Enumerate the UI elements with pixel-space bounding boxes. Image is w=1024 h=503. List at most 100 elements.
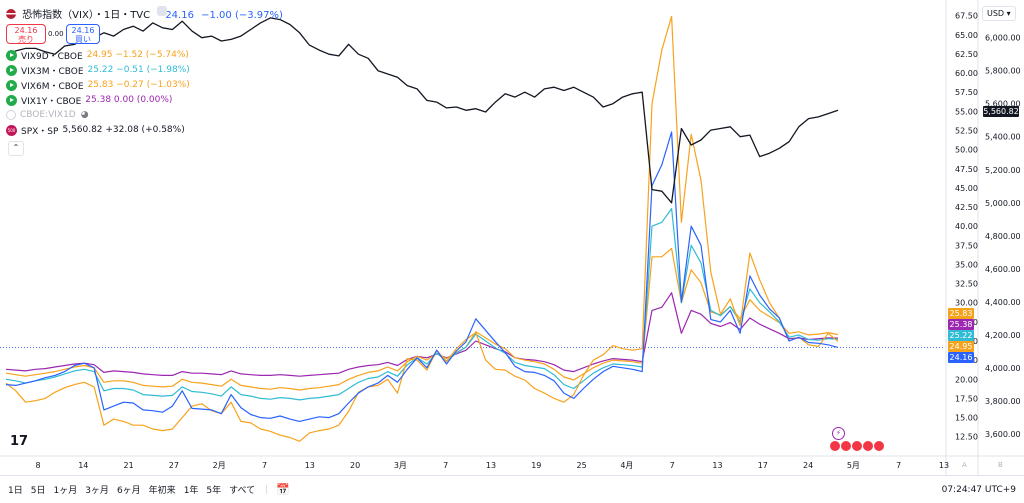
right-axis-tick: 47.50 xyxy=(955,165,978,174)
x-axis-tick: 19 xyxy=(531,461,541,470)
right-axis-tick: 52.50 xyxy=(955,126,978,135)
series-line-spx xyxy=(5,17,839,204)
legend-label: VIX1Y・CBOE xyxy=(21,96,82,107)
right-axis-tick: 40.00 xyxy=(955,222,978,231)
price-label-spx: 5,560.82 xyxy=(983,106,1019,117)
legend-value: 25.22 −0.51 (−1.98%) xyxy=(87,65,190,75)
chevron-up-icon[interactable]: ⌃ xyxy=(8,141,24,156)
x-axis-tick: 3月 xyxy=(394,461,407,470)
left-axis-tick: 5,800.00 xyxy=(985,67,1021,76)
currency-selector[interactable]: USD ▾ xyxy=(982,6,1016,21)
left-axis-tick: 3,600.00 xyxy=(985,430,1021,439)
right-axis-tick: 57.50 xyxy=(955,88,978,97)
right-axis-tick: 32.50 xyxy=(955,280,978,289)
buy-price: 24.16 xyxy=(71,26,95,35)
x-axis-tick: 14 xyxy=(78,461,88,470)
price-label-vix: 24.16 xyxy=(948,352,974,363)
range-all[interactable]: すべて xyxy=(229,486,256,496)
collapse-icon[interactable] xyxy=(157,6,167,16)
legend-item-vix1d[interactable]: CBOE:VIX1D ◕ xyxy=(6,108,89,122)
x-axis-tick: 13 xyxy=(939,461,949,470)
x-axis-tick: 5月 xyxy=(847,461,860,470)
left-axis-tick: 5,000.00 xyxy=(985,199,1021,208)
eye-off-icon[interactable]: ◕ xyxy=(80,110,89,120)
left-axis-tick: 5,200.00 xyxy=(985,166,1021,175)
buy-button[interactable]: 24.16 買い xyxy=(66,24,100,44)
buy-label: 買い xyxy=(75,35,91,44)
series-line-vix6m xyxy=(5,247,839,391)
right-axis-tick: 65.00 xyxy=(955,31,978,40)
range-5y[interactable]: 5年 xyxy=(206,486,222,496)
legend-label: VIX9D・CBOE xyxy=(21,51,83,62)
x-axis-tick: 2月 xyxy=(213,461,226,470)
range-1d[interactable]: 1日 xyxy=(8,486,23,496)
spread: 0.00 xyxy=(48,30,64,38)
left-axis-tick: 4,800.00 xyxy=(985,232,1021,241)
visibility-icon[interactable] xyxy=(6,79,17,91)
range-1y[interactable]: 1年 xyxy=(183,486,199,496)
symbol-title[interactable]: 恐怖指数（VIX）・1日・TVC xyxy=(22,10,151,21)
legend-value: 25.83 −0.27 (−1.03%) xyxy=(87,80,190,90)
auto-scale-button[interactable]: A xyxy=(962,461,967,469)
x-axis-tick: 7 xyxy=(262,461,267,470)
chart-area[interactable]: 67.50 65.00 62.50 60.00 57.50 55.00 52.50 50.00… xyxy=(0,0,1024,475)
legend-value: 5,560.82 +32.08 (+0.58%) xyxy=(62,125,185,135)
price-chart[interactable]: 67.50 65.00 62.50 60.00 57.50 55.00 52.50 50.00… xyxy=(0,0,1024,475)
left-axis-tick: 4,000.00 xyxy=(985,364,1021,373)
visibility-icon[interactable] xyxy=(6,94,17,106)
sell-button[interactable]: 24.16 売り xyxy=(6,24,46,44)
sell-label: 売り xyxy=(18,35,34,44)
earnings-flags-icon[interactable] xyxy=(830,441,884,454)
legend-label: VIX6M・CBOE xyxy=(21,81,84,92)
x-axis-tick: 24 xyxy=(803,461,813,470)
legend-item-spx[interactable]: 500 SPX・SP 5,560.82 +32.08 (+0.58%) xyxy=(6,123,185,137)
tradingview-logo[interactable]: 17 xyxy=(10,434,29,449)
x-axis-tick: 7 xyxy=(670,461,675,470)
legend-item-vix6m[interactable]: VIX6M・CBOE 25.83 −0.27 (−1.03%) xyxy=(6,78,190,92)
legend-item-vix3m[interactable]: VIX3M・CBOE 25.22 −0.51 (−1.98%) xyxy=(6,63,190,77)
currency-label: USD xyxy=(987,9,1005,18)
left-axis-tick: 4,600.00 xyxy=(985,265,1021,274)
legend-item-vix1y[interactable]: VIX1Y・CBOE 25.38 0.00 (0.00%) xyxy=(6,93,172,107)
series-line-vix3m xyxy=(5,208,839,401)
calendar-icon[interactable]: 📅 xyxy=(276,483,290,496)
range-6m[interactable]: 6ヶ月 xyxy=(116,486,141,496)
range-3m[interactable]: 3ヶ月 xyxy=(85,486,109,496)
right-axis-tick: 67.50 xyxy=(955,12,978,21)
us-flag-icon xyxy=(6,9,16,19)
range-ytd[interactable]: 年初来 xyxy=(148,486,176,496)
left-axis-tick: 3,800.00 xyxy=(985,397,1021,406)
right-axis-tick: 30.00 xyxy=(955,299,978,308)
x-axis-tick: 27 xyxy=(169,461,179,470)
log-scale-button[interactable]: B xyxy=(998,461,1003,469)
right-axis-tick: 35.00 xyxy=(955,260,978,269)
range-5d[interactable]: 5日 xyxy=(30,486,46,496)
series-line-vix1y xyxy=(5,292,839,377)
lightning-event-icon[interactable]: ⚡ xyxy=(832,427,845,440)
x-axis-tick: 4月 xyxy=(620,461,633,470)
spx-badge-icon: 500 xyxy=(6,124,17,136)
range-1m[interactable]: 1ヶ月 xyxy=(53,486,78,496)
hidden-circle-icon[interactable] xyxy=(6,110,16,120)
chart-header: 恐怖指数（VIX）・1日・TVC 24.16 −1.00 (−3.97%) xyxy=(6,6,283,21)
price-label-vix6m: 25.83 xyxy=(948,308,974,319)
left-axis-tick: 5,600.00 xyxy=(985,100,1021,109)
right-axis-tick: 17.50 xyxy=(955,394,978,403)
visibility-icon[interactable] xyxy=(6,64,17,76)
legend-label: VIX3M・CBOE xyxy=(21,66,84,77)
legend-label: CBOE:VIX1D xyxy=(20,110,76,120)
visibility-icon[interactable] xyxy=(6,49,17,61)
right-axis-tick: 50.00 xyxy=(955,146,978,155)
right-axis-tick: 60.00 xyxy=(955,69,978,78)
right-axis-tick: 37.50 xyxy=(955,241,978,250)
legend-item-vix9d[interactable]: VIX9D・CBOE 24.95 −1.52 (−5.74%) xyxy=(6,48,189,62)
left-axis-tick: 6,000.00 xyxy=(985,34,1021,43)
x-axis-tick: 8 xyxy=(35,461,40,470)
x-axis-tick: 20 xyxy=(350,461,360,470)
x-axis-tick: 13 xyxy=(486,461,496,470)
x-axis-tick: 13 xyxy=(712,461,722,470)
price-label-vix3m: 25.22 xyxy=(948,330,974,341)
right-axis-tick: 15.00 xyxy=(955,414,978,423)
right-axis-tick: 55.00 xyxy=(955,107,978,116)
left-axis-tick: 4,400.00 xyxy=(985,298,1021,307)
